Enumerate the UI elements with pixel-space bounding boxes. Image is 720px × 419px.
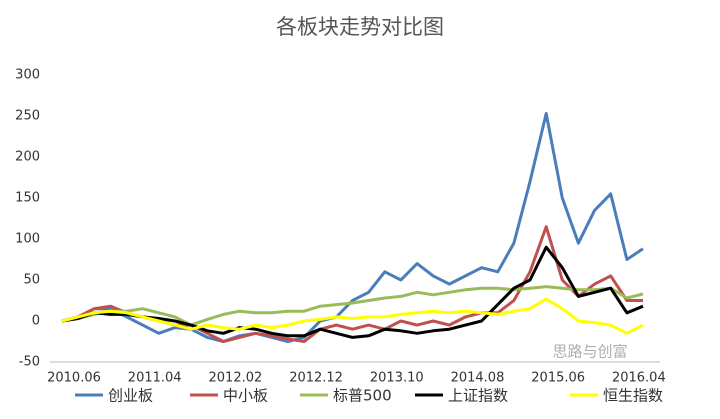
chart-title: 各板块走势对比图 [276,15,444,39]
series-line [61,297,644,335]
x-tick-label: 2015.06 [531,371,585,386]
legend-label: 中小板 [223,387,268,405]
y-tick-label: 50 [23,273,40,288]
y-tick-label: 200 [15,150,40,165]
legend-label: 创业板 [108,387,153,405]
series-line [61,245,644,339]
x-tick-label: 2012.12 [289,371,343,386]
legend-label: 标普500 [333,387,392,405]
x-tick-label: 2016.04 [612,371,666,386]
y-tick-label: 100 [15,232,40,247]
x-tick-label: 2012.02 [209,371,263,386]
y-tick-label: 0 [32,314,40,329]
legend-label: 恒生指数 [603,387,663,405]
watermark: 思路与创富 [552,343,627,361]
x-tick-label: 2014.08 [451,371,505,386]
legend-label: 上证指数 [448,387,508,405]
y-tick-label: 250 [15,109,40,124]
series-line [61,285,644,327]
y-tick-label: 150 [15,191,40,206]
x-tick-label: 2011.04 [128,371,182,386]
x-tick-label: 2013.10 [370,371,424,386]
y-tick-label: 300 [15,68,40,83]
y-tick-label: -50 [19,355,40,370]
series-line [61,225,643,343]
series-line [61,112,644,343]
x-tick-label: 2010.06 [47,371,101,386]
